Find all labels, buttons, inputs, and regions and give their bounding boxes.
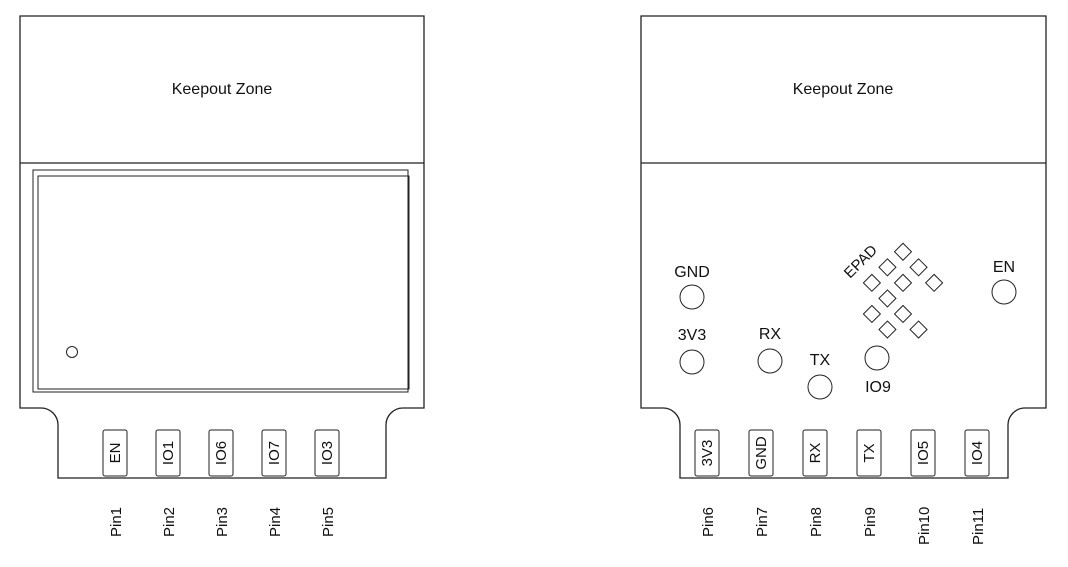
epad-grid (862, 242, 944, 339)
test-point-label: GND (674, 264, 710, 281)
epad-square (862, 273, 882, 293)
pad-box (964, 429, 990, 477)
pad-label: TX (861, 443, 878, 462)
pin-label-pin2: Pin2 (161, 507, 178, 537)
test-point-label: IO9 (865, 379, 891, 396)
test-point-label: 3V3 (678, 327, 707, 344)
epad-square (878, 320, 897, 339)
pin-label-pin8: Pin8 (808, 507, 825, 537)
epad-square (893, 242, 913, 261)
epad-square (893, 273, 913, 293)
pad-box (102, 429, 128, 477)
pin-label-pin5: Pin5 (320, 507, 337, 537)
right-pad-rx: RX (802, 429, 828, 477)
pad-label: IO7 (266, 441, 283, 465)
left-shield-outer (32, 169, 409, 393)
test-point-pad (757, 348, 783, 374)
pad-label: IO1 (160, 441, 177, 465)
right-pad-io4: IO4 (964, 429, 990, 477)
epad-square (909, 320, 928, 339)
left-shield-inner (37, 175, 410, 390)
pad-label: IO3 (319, 441, 336, 465)
test-point-label: RX (759, 326, 782, 343)
test-point-rx: RX (757, 326, 783, 374)
left-pad-io3: IO3 (314, 429, 340, 477)
pin-label-pin6: Pin6 (700, 507, 717, 537)
epad: EPAD (841, 242, 944, 339)
epad-square (862, 304, 882, 324)
epad-square (924, 273, 944, 293)
left-pad-io1: IO1 (155, 429, 181, 477)
epad-square (893, 304, 913, 324)
pad-label: IO5 (915, 441, 932, 465)
left-pad-io7: IO7 (261, 429, 287, 477)
pad-box (748, 429, 774, 477)
left-pad-io6: IO6 (208, 429, 234, 477)
pin-label-pin1: Pin1 (108, 507, 125, 537)
pad-label: IO6 (213, 441, 230, 465)
pad-label: GND (753, 436, 770, 470)
pin-label-pin7: Pin7 (754, 507, 771, 537)
pad-label: EN (107, 443, 124, 464)
pin1-marker (66, 346, 78, 358)
pad-box (261, 429, 287, 477)
left-keepout-label: Keepout Zone (172, 81, 273, 98)
test-point-pad (679, 349, 705, 375)
left-pad-en: EN (102, 429, 128, 477)
right-module-outline (640, 15, 1047, 479)
right-keepout-label: Keepout Zone (793, 81, 894, 98)
pad-box (208, 429, 234, 477)
pad-box (856, 429, 882, 477)
pad-label: RX (807, 443, 824, 464)
right-pad-gnd: GND (748, 429, 774, 477)
right-pad-io5: IO5 (910, 429, 936, 477)
test-point-io9: IO9 (864, 345, 891, 396)
pad-box (802, 429, 828, 477)
pad-box (314, 429, 340, 477)
right-module: Keepout Zone GND 3V3 RX TX IO9 EN EPAD (640, 15, 1047, 545)
pin-label-pin3: Pin3 (214, 507, 231, 537)
test-point-en: EN (991, 259, 1017, 305)
epad-square (878, 289, 897, 308)
epad-square (878, 258, 897, 277)
test-point-pad (807, 374, 833, 400)
epad-square (909, 258, 928, 277)
pad-box (694, 429, 720, 477)
test-point-pad (679, 284, 705, 310)
test-point-pad (991, 279, 1017, 305)
left-module-outline (19, 15, 425, 479)
test-point-label: TX (810, 352, 831, 369)
pin-label-pin4: Pin4 (267, 507, 284, 537)
right-pad-3v3: 3V3 (694, 429, 720, 477)
pin-label-pin10: Pin10 (916, 507, 933, 545)
pad-label: IO4 (969, 441, 986, 465)
pin-label-pin11: Pin11 (970, 508, 987, 545)
test-point-tx: TX (807, 352, 833, 400)
test-point-label: EN (993, 259, 1015, 276)
epad-label: EPAD (841, 242, 881, 282)
pad-label: 3V3 (699, 440, 716, 467)
pad-box (155, 429, 181, 477)
test-point-3v3: 3V3 (678, 327, 707, 375)
pin-label-pin9: Pin9 (862, 507, 879, 537)
pad-box (910, 429, 936, 477)
left-module: Keepout Zone EN IO1 IO6 IO7 IO3 Pin1 Pin… (19, 15, 425, 537)
test-point-gnd: GND (674, 264, 710, 310)
test-point-pad (864, 345, 890, 371)
right-pad-tx: TX (856, 429, 882, 477)
